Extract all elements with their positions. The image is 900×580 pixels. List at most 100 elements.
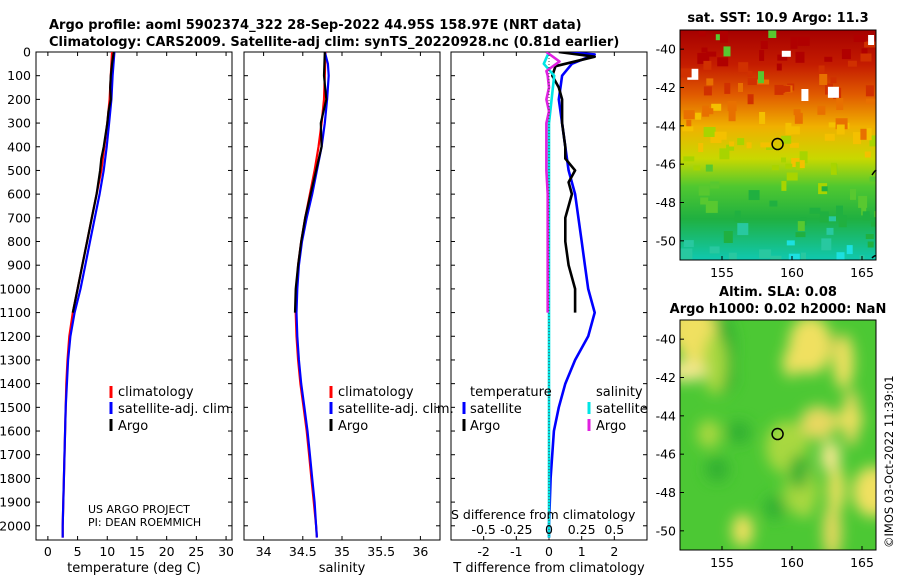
sst-pixel <box>695 112 702 120</box>
sst-pixel <box>686 119 692 129</box>
depth-tick-label: 900 <box>7 258 31 273</box>
s-tick-label: 0.5 <box>604 522 624 537</box>
sla-blob <box>800 406 837 440</box>
sst-pixel <box>697 52 710 64</box>
sst-pixel <box>787 126 800 135</box>
sst-pixel <box>841 49 851 60</box>
sla-blob <box>823 503 842 550</box>
salinity-legend: climatology satellite-adj. clim. Argo <box>329 385 454 434</box>
sst-pixel <box>759 49 765 61</box>
s-difference-ticks: -0.5 -0.25 0 0.25 0.5 <box>471 522 624 537</box>
series-salinity-argo <box>545 52 561 313</box>
sst-pixel <box>768 30 777 38</box>
sst-map-frame <box>679 29 877 261</box>
sst-pixel <box>687 68 699 80</box>
sst-pixel <box>702 105 710 117</box>
sst-pixel <box>682 126 694 132</box>
sst-pixel <box>846 245 853 255</box>
sst-pixel <box>698 31 706 37</box>
depth-tick-label: 1100 <box>0 305 31 320</box>
sst-pixel <box>706 51 717 57</box>
sst-pixel <box>715 34 721 41</box>
x-tick-label: 35.5 <box>367 544 395 559</box>
map-y-tick-label: -50 <box>656 523 676 538</box>
legend-label-argo: Argo <box>118 419 148 434</box>
sst-pixel <box>703 60 712 70</box>
sst-pixel <box>790 36 798 49</box>
map-y-tick-label: -44 <box>656 408 676 423</box>
sst-pixel <box>770 255 782 260</box>
sst-pixel <box>728 252 737 260</box>
sla-blob <box>697 419 721 449</box>
sst-pixel <box>850 188 856 200</box>
sla-map <box>680 320 876 550</box>
sst-pixel <box>864 151 871 158</box>
map-y-tick-label: -48 <box>656 485 676 500</box>
project-line-1: US ARGO PROJECT <box>88 503 190 516</box>
sla-blob <box>827 465 845 514</box>
x-tick-label: -1 <box>510 544 522 559</box>
sla-blob <box>763 496 786 520</box>
sst-pixel <box>709 246 720 254</box>
sst-pixel <box>727 101 737 111</box>
difference-series-group <box>542 52 597 538</box>
sst-pixel <box>824 133 835 141</box>
sst-pixel <box>819 211 829 223</box>
depth-tick-label: 1800 <box>0 471 31 486</box>
depth-tick-label: 300 <box>7 116 31 131</box>
sst-pixel <box>737 138 745 146</box>
sst-pixel <box>795 161 804 170</box>
depth-tick-label: 1500 <box>0 400 31 415</box>
x-tick-label: 36 <box>412 544 428 559</box>
sst-pixel <box>737 223 749 236</box>
salinity-axes <box>243 51 441 541</box>
sst-pixel <box>777 54 788 61</box>
depth-tick-label: 1400 <box>0 376 31 391</box>
depth-tick-label: 2000 <box>0 518 31 533</box>
s-tick-label: 0 <box>545 522 553 537</box>
credit-text: ©IMOS 03-Oct-2022 11:39:01 <box>882 375 896 548</box>
sla-blob <box>820 440 841 473</box>
x-tick-label: 1 <box>578 544 586 559</box>
sst-pixel <box>683 110 695 120</box>
s-tick-label: -0.25 <box>500 522 532 537</box>
sst-pixel <box>809 207 821 214</box>
sst-pixel <box>726 144 735 151</box>
depth-tick-label: 1200 <box>0 329 31 344</box>
depth-axis: 0 100 200 300 400 500 600 700 800 900 1000 1100 1200… <box>0 45 647 533</box>
legend-label-climatology: climatology <box>338 385 414 400</box>
sla-blob <box>836 409 864 430</box>
map-y-tick-label: -46 <box>656 447 676 462</box>
difference-legend-salinity: salinity satellite Argo <box>587 385 648 434</box>
sst-pixel <box>760 142 773 148</box>
sst-map <box>680 30 876 260</box>
sst-pixel <box>866 128 872 141</box>
profile-series <box>61 52 597 538</box>
depth-tick-label: 1900 <box>0 495 31 510</box>
x-tick-label: 20 <box>159 544 175 559</box>
legend-label-s-satellite: satellite <box>596 402 648 417</box>
sst-pixel <box>758 71 764 84</box>
depth-tick-label: 1600 <box>0 424 31 439</box>
legend-label-t-argo: Argo <box>470 419 500 434</box>
sst-pixel <box>723 231 733 243</box>
sst-pixel <box>795 51 805 63</box>
sst-pixel <box>795 232 806 238</box>
map-x-tick-label: 160 <box>780 555 804 570</box>
sst-pixel <box>769 200 778 207</box>
sst-pixel <box>826 227 834 235</box>
sst-pixel <box>861 203 867 216</box>
map-x-tick-label: 165 <box>850 555 874 570</box>
sst-pixel <box>865 234 874 239</box>
sst-pixel <box>700 197 709 205</box>
sst-pixel <box>717 57 729 67</box>
s-tick-label: -0.5 <box>471 522 495 537</box>
sst-pixels <box>680 30 876 260</box>
sst-pixel <box>862 211 870 221</box>
credit-stamp: ©IMOS 03-Oct-2022 11:39:01 <box>882 375 896 548</box>
sst-pixel <box>781 50 791 57</box>
sst-pixel <box>868 35 875 45</box>
legend-label-climatology: climatology <box>118 385 194 400</box>
sst-pixel <box>821 238 832 251</box>
sst-pixel <box>871 221 876 227</box>
